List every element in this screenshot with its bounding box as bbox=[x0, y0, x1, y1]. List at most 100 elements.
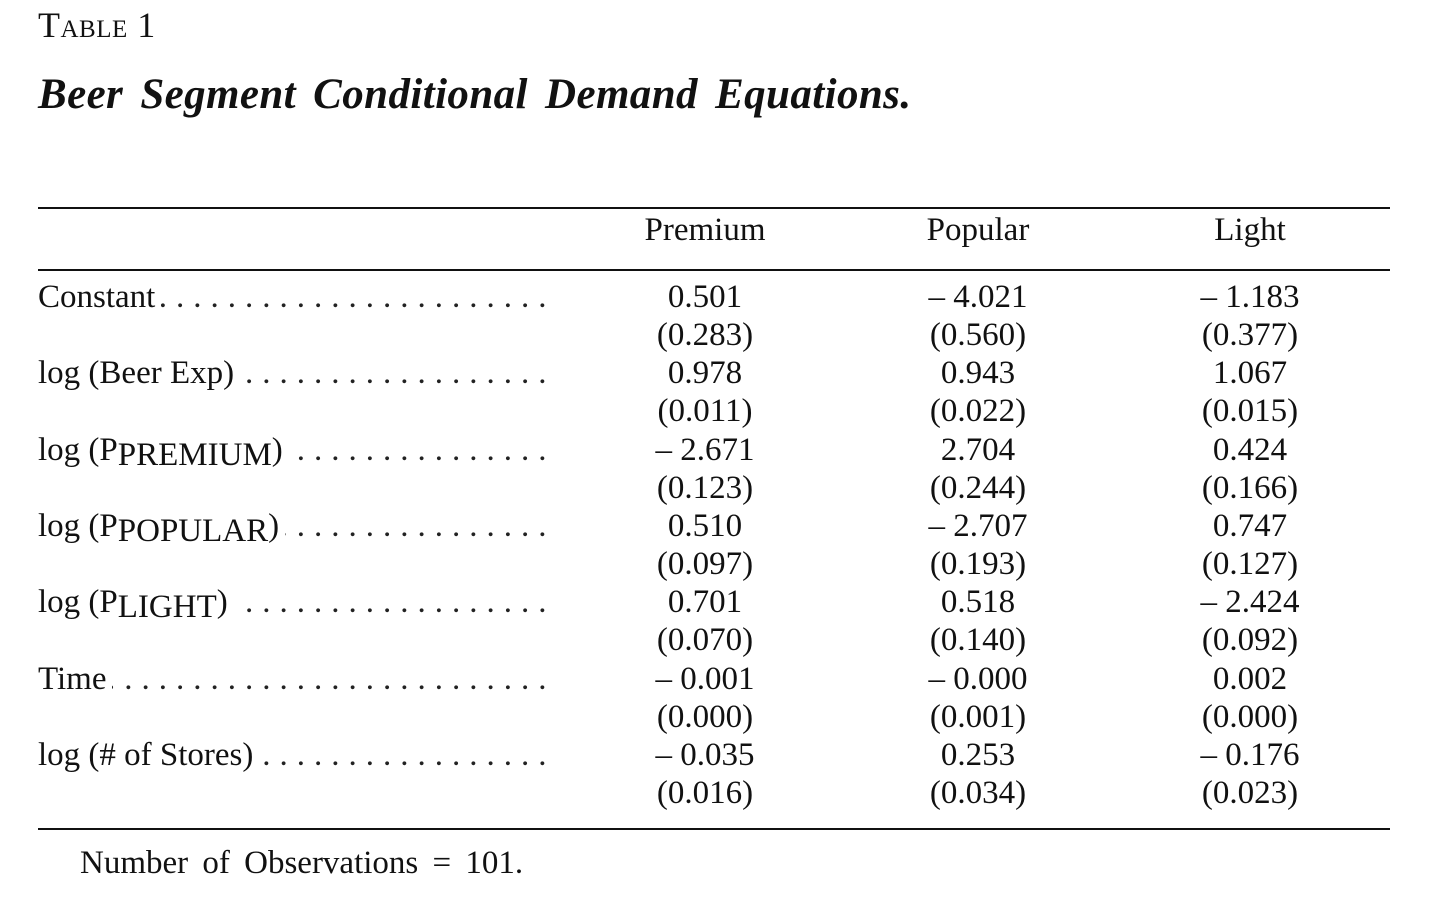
row-label: ........................................… bbox=[38, 354, 553, 392]
table-row: ........................................… bbox=[0, 431, 1450, 507]
coefficient: 0.253 bbox=[940, 736, 1016, 773]
standard-error: (0.140) bbox=[929, 622, 1027, 659]
table-row: ........................................… bbox=[0, 736, 1450, 812]
table-cell: 0.978 (0.011) bbox=[575, 354, 835, 430]
coefficient: 0.002 bbox=[1212, 660, 1288, 697]
standard-error: (0.166) bbox=[1201, 469, 1299, 506]
top-rule bbox=[38, 207, 1390, 209]
coefficient: – 1.183 bbox=[1200, 279, 1300, 315]
table-cell: 0.424 (0.166) bbox=[1120, 431, 1380, 507]
row-label-text: Constant bbox=[38, 279, 156, 315]
row-label-subscript: POPULAR bbox=[117, 512, 269, 545]
coefficient: – 0.001 bbox=[655, 660, 755, 697]
coefficient: 2.704 bbox=[940, 431, 1016, 468]
table-cell: – 1.183 (0.377) bbox=[1120, 278, 1380, 354]
table-cell: – 2.671 (0.123) bbox=[575, 431, 835, 507]
table-row: ........................................… bbox=[0, 660, 1450, 736]
table-row: ........................................… bbox=[0, 583, 1450, 659]
bottom-rule bbox=[38, 828, 1390, 830]
table-cell: 0.501 (0.283) bbox=[575, 278, 835, 354]
standard-error: (0.244) bbox=[929, 469, 1027, 506]
standard-error: (0.011) bbox=[657, 393, 753, 430]
header-rule bbox=[38, 269, 1390, 271]
standard-error: (0.023) bbox=[1201, 774, 1299, 811]
row-label-text: Time bbox=[38, 660, 107, 697]
table-cell: – 0.035 (0.016) bbox=[575, 736, 835, 812]
coefficient: 0.978 bbox=[667, 355, 743, 392]
table-cell: 0.701 (0.070) bbox=[575, 583, 835, 659]
coefficient: – 0.000 bbox=[928, 660, 1028, 697]
row-label: ........................................… bbox=[38, 736, 553, 774]
standard-error: (0.127) bbox=[1201, 545, 1299, 582]
table-cell: – 2.707 (0.193) bbox=[848, 507, 1108, 583]
standard-error: (0.001) bbox=[929, 698, 1027, 735]
coefficient: 0.943 bbox=[940, 355, 1016, 392]
coefficient: 1.067 bbox=[1212, 355, 1288, 392]
row-label-subscript: PREMIUM bbox=[117, 436, 272, 469]
coefficient: – 2.671 bbox=[655, 431, 755, 468]
table-cell: 0.253 (0.034) bbox=[848, 736, 1108, 812]
coefficient: – 2.707 bbox=[928, 507, 1028, 544]
row-label-closing: ) bbox=[268, 507, 280, 544]
row-label-text: log (Beer Exp) bbox=[38, 355, 235, 392]
standard-error: (0.283) bbox=[656, 317, 754, 353]
table-title: Beer Segment Conditional Demand Equation… bbox=[38, 71, 912, 118]
table-cell: 2.704 (0.244) bbox=[848, 431, 1108, 507]
standard-error: (0.097) bbox=[656, 545, 754, 582]
row-label-text: log (P bbox=[38, 507, 118, 544]
dot-leader: ........................................… bbox=[38, 660, 553, 697]
table-row: ........................................… bbox=[0, 507, 1450, 583]
row-label-text: log (# of Stores) bbox=[38, 736, 254, 773]
standard-error: (0.034) bbox=[929, 774, 1027, 811]
standard-error: (0.560) bbox=[929, 317, 1027, 353]
table-cell: 0.518 (0.140) bbox=[848, 583, 1108, 659]
coefficient: – 0.035 bbox=[655, 736, 755, 773]
row-label: ........................................… bbox=[38, 278, 553, 316]
row-label-closing: ) bbox=[271, 431, 283, 468]
table-row: ........................................… bbox=[0, 278, 1450, 354]
row-label-closing: ) bbox=[216, 584, 228, 621]
column-header-premium: Premium bbox=[644, 212, 766, 248]
table-cell: – 0.176 (0.023) bbox=[1120, 736, 1380, 812]
standard-error: (0.070) bbox=[656, 622, 754, 659]
coefficient: 0.701 bbox=[667, 584, 743, 621]
coefficient: – 0.176 bbox=[1200, 736, 1300, 773]
table-cell: – 2.424 (0.092) bbox=[1120, 583, 1380, 659]
row-label: ........................................… bbox=[38, 431, 553, 469]
table-cell: 1.067 (0.015) bbox=[1120, 354, 1380, 430]
row-label: ........................................… bbox=[38, 583, 553, 621]
row-label-subscript: LIGHT bbox=[117, 589, 217, 622]
row-label-text: log (P bbox=[38, 431, 118, 468]
table-cell: 0.943 (0.022) bbox=[848, 354, 1108, 430]
table-cell: 0.510 (0.097) bbox=[575, 507, 835, 583]
coefficient: 0.510 bbox=[667, 507, 743, 544]
standard-error: (0.092) bbox=[1201, 622, 1299, 659]
table-cell: – 0.000 (0.001) bbox=[848, 660, 1108, 736]
standard-error: (0.123) bbox=[656, 469, 754, 506]
table-cell: 0.747 (0.127) bbox=[1120, 507, 1380, 583]
column-header-popular: Popular bbox=[926, 212, 1030, 248]
standard-error: (0.000) bbox=[1201, 698, 1299, 735]
table-number: Table 1 bbox=[38, 5, 156, 45]
table-cell: – 4.021 (0.560) bbox=[848, 278, 1108, 354]
observations-note: Number of Observations = 101. bbox=[80, 845, 524, 881]
coefficient: 0.424 bbox=[1212, 431, 1288, 468]
row-label: ........................................… bbox=[38, 660, 553, 698]
standard-error: (0.000) bbox=[656, 698, 754, 735]
coefficient: – 4.021 bbox=[928, 279, 1028, 315]
standard-error: (0.016) bbox=[656, 774, 754, 811]
column-header-light: Light bbox=[1214, 212, 1286, 248]
table-cell: – 0.001 (0.000) bbox=[575, 660, 835, 736]
coefficient: 0.518 bbox=[940, 584, 1016, 621]
row-label-text: log (P bbox=[38, 584, 118, 621]
standard-error: (0.022) bbox=[929, 393, 1027, 430]
table-cell: 0.002 (0.000) bbox=[1120, 660, 1380, 736]
table-row: ........................................… bbox=[0, 354, 1450, 430]
standard-error: (0.377) bbox=[1201, 317, 1299, 353]
row-label: ........................................… bbox=[38, 507, 553, 545]
coefficient: 0.501 bbox=[667, 279, 743, 315]
coefficient: 0.747 bbox=[1212, 507, 1288, 544]
standard-error: (0.193) bbox=[929, 545, 1027, 582]
coefficient: – 2.424 bbox=[1200, 584, 1300, 621]
standard-error: (0.015) bbox=[1201, 393, 1299, 430]
